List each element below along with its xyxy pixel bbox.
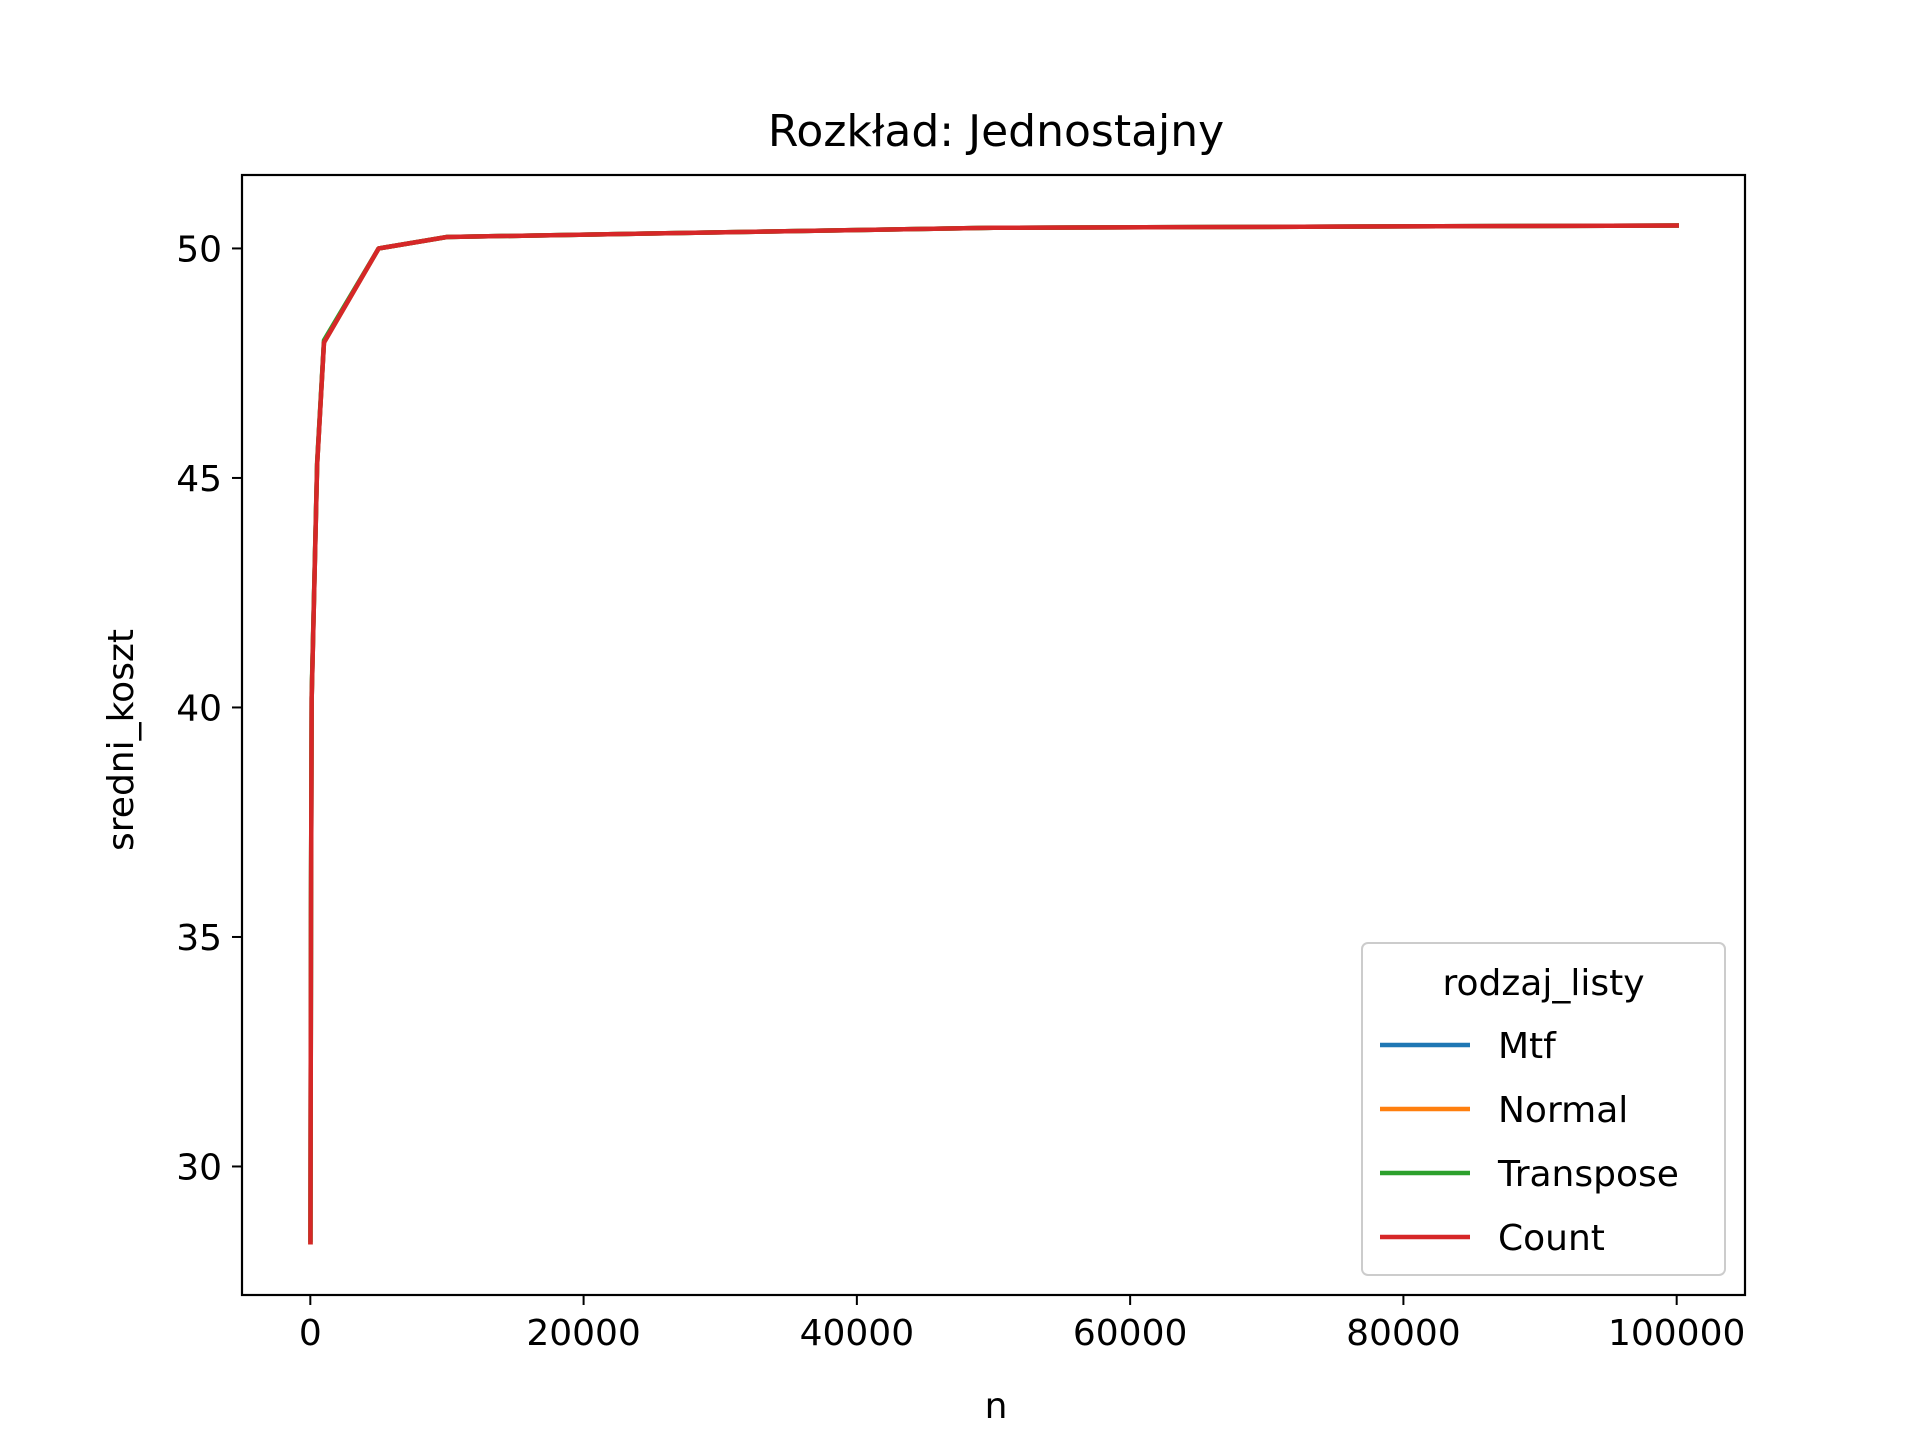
x-tick-label: 80000 (1346, 1313, 1461, 1354)
x-tick-label: 100000 (1608, 1313, 1745, 1354)
y-tick-label: 35 (176, 918, 222, 959)
x-axis-label: n (985, 1386, 1008, 1427)
legend-box (1361, 942, 1726, 1276)
axes: 0 20000 40000 60000 80000 100000 30 35 40 45 50 (176, 173, 1747, 1354)
x-tick-label: 40000 (800, 1313, 915, 1354)
series-line-count (308, 223, 1679, 1245)
legend: rodzaj_listy Mtf Normal Transpose Count (1361, 942, 1726, 1276)
y-tick-label: 40 (176, 688, 222, 729)
y-tick-label: 50 (176, 229, 222, 270)
y-tick-label: 45 (176, 459, 222, 500)
x-tick-label: 60000 (1073, 1313, 1188, 1354)
legend-label-transpose: Transpose (1497, 1154, 1679, 1195)
legend-label-count: Count (1498, 1218, 1605, 1259)
plot-area (308, 223, 1679, 1245)
legend-label-mtf: Mtf (1498, 1026, 1557, 1067)
legend-label-normal: Normal (1498, 1090, 1628, 1131)
plot-frame (240, 173, 1747, 1297)
legend-title: rodzaj_listy (1442, 963, 1644, 1004)
y-axis-label: sredni_koszt (101, 629, 142, 851)
chart-title: Rozkład: Jednostajny (768, 106, 1224, 157)
x-tick-label: 20000 (526, 1313, 641, 1354)
y-tick-label: 30 (176, 1147, 222, 1188)
x-tick-label: 0 (299, 1313, 322, 1354)
